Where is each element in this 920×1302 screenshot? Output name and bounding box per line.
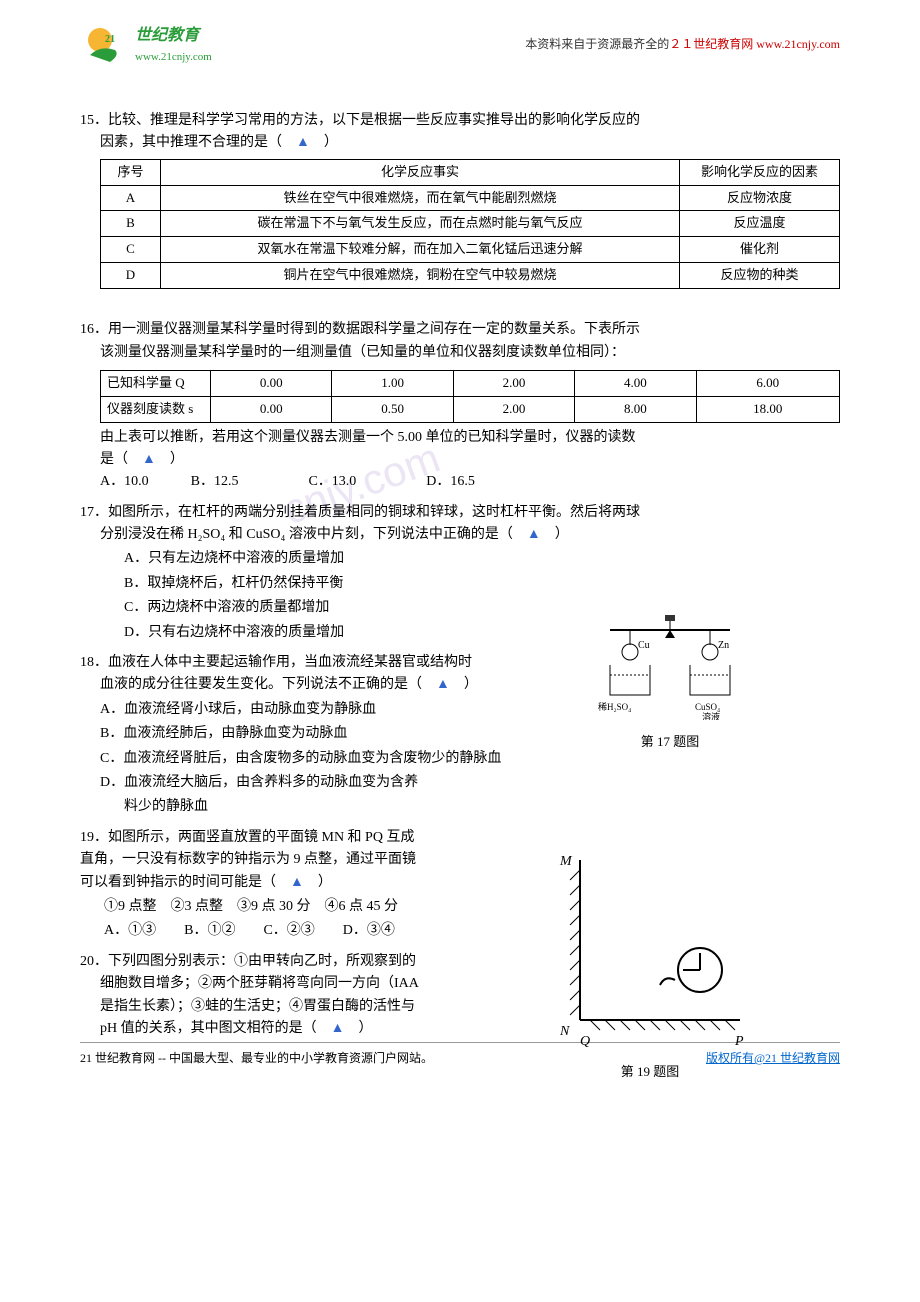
mirror-diagram-icon: M N Q P [550, 850, 750, 1050]
blank-icon: ▲ [331, 1021, 345, 1036]
svg-text:P: P [734, 1034, 744, 1049]
lever-diagram-icon: Cu Zn 稀H₂SO₄ CuSO₄ 溶液 [580, 610, 760, 720]
q19-num: 19． [80, 830, 108, 845]
question-15: 15．比较、推理是科学学习常用的方法，以下是根据一些反应事实推导出的影响化学反应… [80, 110, 840, 289]
table-row: 已知科学量 Q 0.001.002.004.006.00 [101, 370, 840, 396]
logo-text: 世纪教育 www.21cnjy.com [135, 23, 212, 66]
svg-text:M: M [559, 854, 573, 869]
figure-caption: 第 19 题图 [550, 1062, 750, 1083]
svg-text:CuSO₄: CuSO₄ [695, 702, 720, 712]
q17-figure: Cu Zn 稀H₂SO₄ CuSO₄ 溶液 第 17 题图 [580, 610, 760, 753]
option-b: B．取掉烧杯后，杠杆仍然保持平衡 [124, 573, 840, 595]
table-row: A铁丝在空气中很难燃烧，而在氧气中能剧烈燃烧反应物浓度 [101, 185, 840, 211]
blank-icon: ▲ [290, 875, 304, 890]
q16-table: 已知科学量 Q 0.001.002.004.006.00 仪器刻度读数 s 0.… [100, 370, 840, 423]
svg-text:Q: Q [580, 1034, 590, 1049]
page-content: 21 世纪教育 www.21cnjy.com 本资料来自于资源最齐全的２１世纪教… [80, 20, 840, 1040]
svg-text:21: 21 [105, 34, 115, 45]
table-row: 仪器刻度读数 s 0.000.502.008.0018.00 [101, 396, 840, 422]
q16-options: A．10.0 B．12.5 C．13.0 D．16.5 [100, 474, 475, 489]
table-header-row: 序号 化学反应事实 影响化学反应的因素 [101, 159, 840, 185]
option-a: A．只有左边烧杯中溶液的质量增加 [124, 548, 840, 570]
q16-num: 16． [80, 322, 108, 337]
logo: 21 世纪教育 www.21cnjy.com [80, 20, 212, 70]
blank-icon: ▲ [296, 135, 310, 150]
blank-icon: ▲ [142, 452, 156, 467]
table-row: D铜片在空气中很难燃烧，铜粉在空气中较易燃烧反应物的种类 [101, 262, 840, 288]
q15-table: 序号 化学反应事实 影响化学反应的因素 A铁丝在空气中很难燃烧，而在氧气中能剧烈… [100, 159, 840, 289]
svg-text:Zn: Zn [718, 640, 729, 651]
table-row: B碳在常温下不与氧气发生反应，而在点燃时能与氧气反应反应温度 [101, 211, 840, 237]
table-row: C双氧水在常温下较难分解，而在加入二氧化锰后迅速分解催化剂 [101, 237, 840, 263]
blank-icon: ▲ [527, 527, 541, 542]
q19-figure: M N Q P 第 19 题图 [550, 850, 750, 1083]
svg-text:Cu: Cu [638, 640, 650, 651]
option-d: D．血液流经大脑后，由含养料多的动脉血变为含养 [100, 772, 840, 794]
svg-text:N: N [559, 1024, 570, 1039]
page-header: 21 世纪教育 www.21cnjy.com 本资料来自于资源最齐全的２１世纪教… [80, 20, 840, 70]
q17-num: 17． [80, 505, 108, 520]
blank-icon: ▲ [436, 677, 450, 692]
q20-num: 20． [80, 954, 108, 969]
footer-text: 21 世纪教育网 -- 中国最大型、最专业的中小学教育资源门户网站。 [80, 1049, 433, 1068]
option-d-cont: 料少的静脉血 [100, 796, 840, 818]
header-source: 本资料来自于资源最齐全的２１世纪教育网 www.21cnjy.com [525, 35, 840, 54]
svg-text:溶液: 溶液 [702, 711, 720, 720]
figure-caption: 第 17 题图 [580, 732, 760, 753]
svg-text:稀H₂SO₄: 稀H₂SO₄ [598, 701, 631, 712]
q18-num: 18． [80, 655, 108, 670]
q15-num: 15． [80, 113, 108, 128]
logo-icon: 21 [80, 20, 130, 70]
question-16: 16．用一测量仪器测量某科学量时得到的数据跟科学量之间存在一定的数量关系。下表所… [80, 319, 840, 494]
